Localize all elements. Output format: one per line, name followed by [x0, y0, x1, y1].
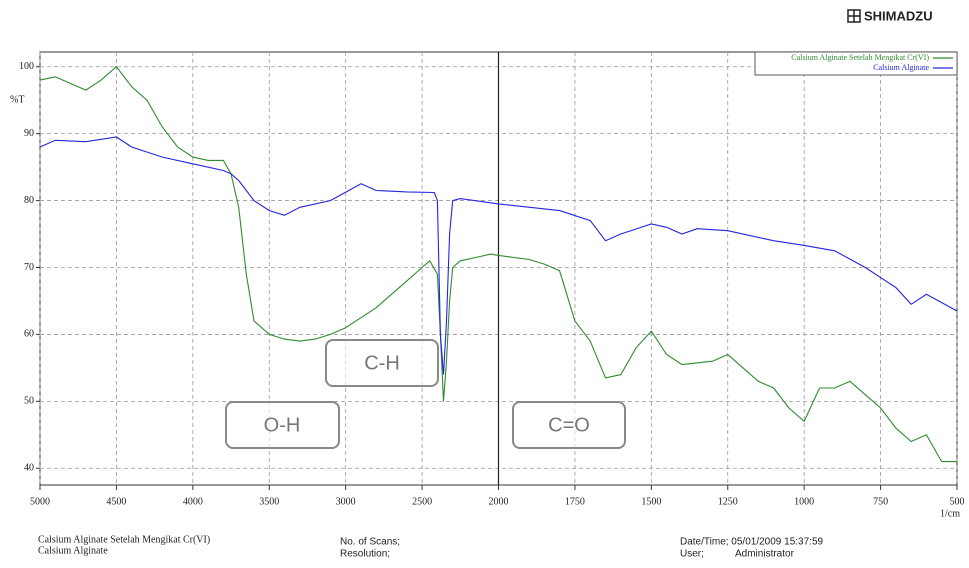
legend-label: Calsium Alginate Setelah Mengikat Cr(VI) — [791, 53, 929, 62]
annotation: C=O — [548, 414, 590, 436]
y-tick-label: 80 — [24, 195, 34, 206]
x-tick-label: 1500 — [641, 496, 661, 507]
x-tick-label: 2000 — [489, 496, 509, 507]
x-tick-label: 4000 — [183, 496, 203, 507]
y-tick-label: 60 — [24, 329, 34, 340]
x-tick-label: 3000 — [336, 496, 356, 507]
x-tick-label: 5000 — [30, 496, 50, 507]
y-tick-label: 40 — [24, 463, 34, 474]
footer-scans: No. of Scans; — [340, 537, 400, 548]
x-tick-label: 500 — [950, 496, 965, 507]
brand-name: SHIMADZU — [864, 8, 933, 23]
annotation: C-H — [364, 352, 400, 374]
y-tick-label: 50 — [24, 396, 34, 407]
footer-sample: Calsium Alginate — [38, 545, 108, 556]
footer-user: User; — [680, 549, 704, 560]
footer: Calsium Alginate Setelah Mengikat Cr(VI)… — [38, 534, 824, 559]
x-axis-label: 1/cm — [940, 508, 960, 519]
x-tick-label: 750 — [873, 496, 888, 507]
x-tick-label: 2500 — [412, 496, 432, 507]
footer-datetime: Date/Time; 05/01/2009 15:37:59 — [680, 537, 824, 548]
annotation: O-H — [264, 414, 301, 436]
x-tick-label: 1750 — [565, 496, 585, 507]
x-tick-label: 1000 — [794, 496, 814, 507]
spectrum-line — [39, 65, 957, 463]
footer-user-name: Administrator — [735, 549, 795, 560]
legend: Calsium Alginate Setelah Mengikat Cr(VI)… — [754, 51, 958, 76]
x-tick-label: 1250 — [718, 496, 738, 507]
x-tick-label: 3500 — [259, 496, 279, 507]
brand: SHIMADZU — [847, 8, 933, 23]
legend-label: Calsium Alginate — [873, 63, 929, 72]
legend-box — [754, 51, 958, 76]
spectrum-line — [39, 136, 958, 375]
y-tick-label: 100 — [19, 61, 34, 72]
plot-area: 40 50 60 70 80 90 100 5000 4500 4000 3500 3000 2500 2… — [19, 51, 965, 507]
y-tick-label: 90 — [24, 128, 34, 139]
y-axis-label: %T — [10, 94, 24, 105]
footer-sample: Calsium Alginate Setelah Mengikat Cr(VI) — [38, 534, 210, 545]
y-tick-label: 70 — [24, 262, 34, 273]
x-tick-label: 4500 — [106, 496, 126, 507]
footer-resolution: Resolution; — [340, 549, 390, 560]
annotations: C-H O-H C=O — [225, 339, 626, 449]
